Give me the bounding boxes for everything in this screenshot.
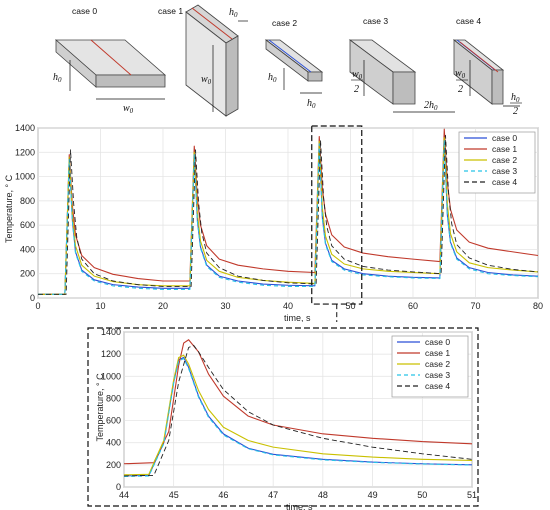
zoom-axes: 44 45 46 47 48 49 50 51 0 200 400 600 800 1000 1200 140… (101, 327, 477, 500)
zoom-legend-label: case 3 (425, 370, 450, 380)
main-y-tick-label: 1400 (15, 123, 35, 133)
dim-w0-case-0: w0 (123, 103, 134, 115)
zoom-y-tick-label: 1200 (101, 349, 121, 359)
zoom-x-tick-label: 45 (169, 490, 179, 500)
zoom-series-group (123, 339, 473, 478)
main-axes: 0 10 20 30 40 50 60 70 8002004006008001000120014… (15, 123, 543, 311)
dim-h0-horizontal-case-2: h0 (307, 98, 316, 110)
schematic-case-3: case 3 w0 2 2h0 (348, 16, 455, 113)
main-y-tick-label: 0 (30, 293, 35, 303)
zoom-x-tick-label: 51 (467, 490, 477, 500)
main-legend-label: case 4 (492, 177, 517, 187)
schematic-title-case-3: case 3 (363, 16, 388, 26)
zoom-x-tick-label: 46 (218, 490, 228, 500)
zoom-y-tick-label: 1400 (101, 327, 121, 337)
main-y-tick-label: 800 (20, 196, 35, 206)
zoom-legend-box (391, 335, 469, 398)
schematic-case-4: case 4 w0 2 h0 2 (452, 16, 522, 117)
main-series-case-4 (38, 134, 539, 295)
specimen-schematics: case 0 h0 w0 case 1 w0 h0 case 2 h0 h0 c… (53, 4, 522, 117)
main-x-tick-label: 0 (35, 301, 40, 311)
dim-w0-half-case-3: w0 (352, 69, 363, 81)
main-x-tick-label: 80 (533, 301, 543, 311)
zoom-x-tick-label: 50 (417, 490, 427, 500)
zoom-y-tick-label: 400 (106, 438, 121, 448)
main-x-tick-label: 50 (345, 301, 355, 311)
schematic-case-1: case 1 w0 h0 (158, 4, 248, 117)
main-y-tick-label: 600 (20, 220, 35, 230)
schematic-title-case-4: case 4 (456, 16, 481, 26)
zoom-y-tick-label: 600 (106, 416, 121, 426)
zoom-legend-label: case 1 (425, 348, 450, 358)
dim-h0-vertical-case-2: h0 (268, 72, 277, 84)
main-x-tick-label: 20 (158, 301, 168, 311)
main-temperature-chart: 0 10 20 30 40 50 60 70 8002004006008001000120014… (4, 123, 543, 322)
zoom-y-axis-label: Temperature, ° C (95, 373, 105, 442)
schematic-case-0: case 0 h0 w0 (53, 6, 167, 115)
dim-h0-case-0: h0 (53, 72, 62, 84)
zoom-series-case-1 (123, 339, 473, 465)
main-y-axis-label: Temperature, ° C (4, 174, 14, 243)
main-y-tick-label: 1200 (15, 147, 35, 157)
zoom-x-tick-label: 49 (368, 490, 378, 500)
main-series-case-0 (38, 138, 539, 295)
main-x-tick-label: 10 (95, 301, 105, 311)
zoom-x-axis-label: time, s (286, 502, 313, 510)
zoom-legend-label: case 4 (425, 381, 450, 391)
zoom-y-tick-label: 800 (106, 393, 121, 403)
main-x-axis-label: time, s (284, 313, 311, 322)
zoom-legend-label: case 2 (425, 359, 450, 369)
svg-text:2: 2 (458, 84, 463, 95)
main-x-tick-label: 70 (470, 301, 480, 311)
zoom-legend-label: case 0 (425, 337, 450, 347)
main-x-tick-label: 40 (283, 301, 293, 311)
main-y-tick-label: 1000 (15, 172, 35, 182)
dim-h0-case-1: h0 (229, 7, 238, 19)
main-y-tick-label: 200 (20, 269, 35, 279)
zoom-series-case-3 (123, 358, 473, 478)
schematic-case-2: case 2 h0 h0 (264, 18, 324, 110)
main-grid (37, 127, 539, 299)
main-legend-label: case 3 (492, 166, 517, 176)
zoom-x-tick-label: 48 (318, 490, 328, 500)
schematic-title-case-2: case 2 (272, 18, 297, 28)
zoom-x-tick-label: 47 (268, 490, 278, 500)
main-x-tick-label: 60 (408, 301, 418, 311)
zoom-x-tick-label: 44 (119, 490, 129, 500)
zoom-region-box (311, 125, 363, 305)
dim-w0-case-1: w0 (201, 74, 212, 86)
zoom-y-tick-label: 200 (106, 460, 121, 470)
zoom-temperature-chart: 44 45 46 47 48 49 50 51 0 200 400 600 800 1000 1200 140… (87, 327, 479, 510)
main-series-group (38, 128, 539, 295)
zoom-y-tick-label: 0 (116, 482, 121, 492)
schematic-title-case-0: case 0 (72, 6, 97, 16)
zoom-series-case-4 (123, 344, 473, 477)
zoom-y-tick-label: 1000 (101, 371, 121, 381)
svg-text:2: 2 (354, 84, 359, 95)
svg-text:2: 2 (513, 106, 518, 117)
zoom-frame (87, 327, 479, 507)
main-x-tick-label: 30 (220, 301, 230, 311)
dim-2h0-case-3: 2h0 (424, 100, 438, 112)
main-legend-label: case 0 (492, 133, 517, 143)
main-y-tick-label: 400 (20, 244, 35, 254)
schematic-title-case-1: case 1 (158, 6, 183, 16)
main-series-case-1 (38, 128, 539, 295)
main-series-case-3 (38, 139, 539, 295)
main-legend-label: case 2 (492, 155, 517, 165)
main-legend-label: case 1 (492, 144, 517, 154)
dim-h0-half-case-4: h0 (511, 92, 520, 104)
main-legend-box (458, 131, 536, 194)
dim-w0-half-case-4: w0 (455, 68, 466, 80)
